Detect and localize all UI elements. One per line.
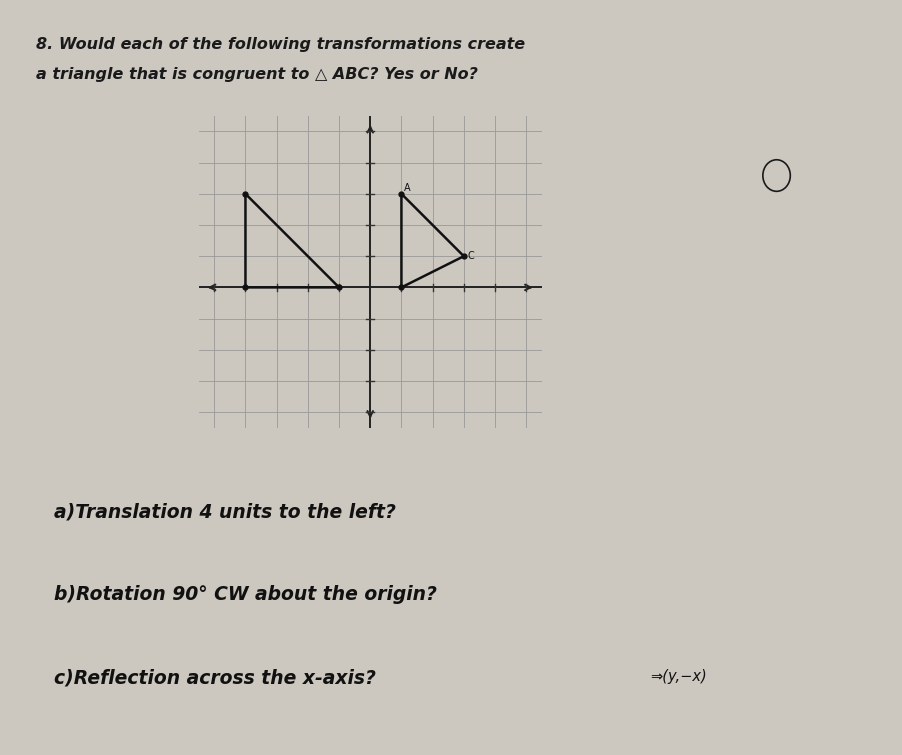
Text: 8. Would each of the following transformations create: 8. Would each of the following transform… [36,37,525,52]
Text: ⇒(y,−x): ⇒(y,−x) [649,669,706,684]
Text: a triangle that is congruent to △ ABC? Yes or No?: a triangle that is congruent to △ ABC? Y… [36,67,477,82]
Text: C: C [467,251,474,261]
Text: b)Rotation 90° CW about the origin?: b)Rotation 90° CW about the origin? [54,585,437,604]
Text: c)Reflection across the x-axis?: c)Reflection across the x-axis? [54,668,375,687]
Text: A: A [403,183,410,193]
Text: a)Translation 4 units to the left?: a)Translation 4 units to the left? [54,502,396,521]
